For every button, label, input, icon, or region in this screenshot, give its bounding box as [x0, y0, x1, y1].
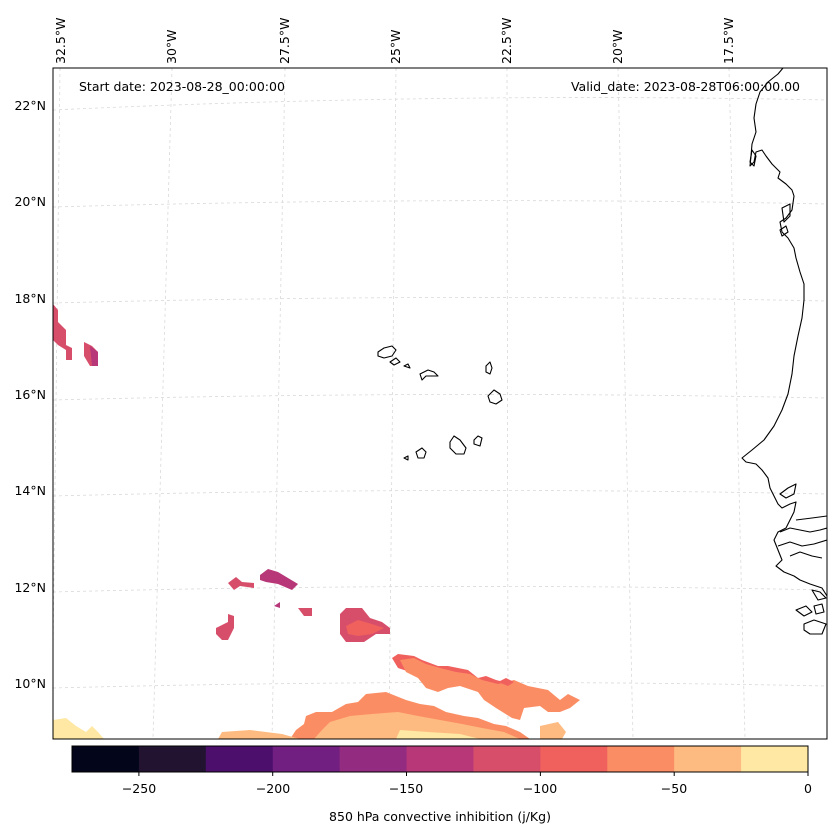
- lat-label: 14°N: [14, 483, 46, 498]
- cin-patch: [260, 569, 298, 590]
- lon-label: 32.5°W: [53, 17, 68, 64]
- coast-detail: [811, 589, 827, 601]
- colorbar-swatch: [607, 746, 675, 772]
- start-date-label: Start date: 2023-08-28_00:00:00: [79, 79, 285, 94]
- lon-label: 27.5°W: [277, 17, 292, 64]
- colorbar-frame: [71, 745, 809, 773]
- coastlines: [377, 68, 827, 635]
- colorbar-swatch: [138, 746, 207, 772]
- island: [403, 455, 409, 461]
- cin-contours: [53, 304, 580, 739]
- cin-patch: [400, 658, 580, 720]
- lon-label: 17.5°W: [721, 17, 736, 64]
- coast-detail: [781, 203, 791, 223]
- valid-date-label: Valid_date: 2023-08-28T06:00:00.00: [570, 79, 800, 94]
- cin-patch: [218, 730, 300, 739]
- map-frame: [52, 67, 828, 740]
- island: [487, 389, 503, 405]
- colorbar-swatch: [473, 746, 541, 772]
- coast-detail: [795, 605, 813, 617]
- lat-label: 18°N: [14, 291, 46, 306]
- cin-patch: [396, 730, 480, 739]
- cin-patch: [540, 722, 566, 739]
- island: [485, 361, 493, 375]
- cin-patch: [53, 304, 72, 360]
- cin-patch: [216, 614, 234, 640]
- colorbar-tick-label: −200: [255, 781, 291, 796]
- colorbar-tick-label: −150: [388, 781, 424, 796]
- colorbar-tick-marks: [138, 772, 809, 776]
- cin-patch: [90, 346, 98, 366]
- coast-detail: [813, 603, 825, 615]
- coast-detail: [803, 619, 827, 635]
- island: [449, 435, 467, 455]
- cin-patch: [228, 577, 254, 590]
- colorbar-swatch: [272, 746, 341, 772]
- island: [419, 369, 439, 381]
- lat-label: 20°N: [14, 194, 46, 209]
- colorbar-tick-label: −50: [660, 781, 688, 796]
- cin-patch: [314, 712, 520, 739]
- colorbar-tick-label: 0: [804, 781, 812, 796]
- colorbar-swatch: [72, 746, 140, 772]
- colorbar-swatch: [339, 746, 408, 772]
- colorbar-title: 850 hPa convective inhibition (j/Kg): [329, 809, 551, 824]
- lat-label: 12°N: [14, 580, 46, 595]
- island: [403, 363, 411, 369]
- colorbar-swatch: [406, 746, 474, 772]
- colorbar-swatch: [674, 746, 742, 772]
- colorbar-swatch: [540, 746, 608, 772]
- cin-patch: [274, 602, 280, 608]
- island: [377, 345, 397, 359]
- coast-detail: [749, 149, 757, 167]
- cin-patch: [498, 678, 514, 686]
- coast-detail: [779, 527, 827, 533]
- africa-coastline: [741, 68, 827, 597]
- lon-label: 22.5°W: [499, 17, 514, 64]
- cin-patch: [53, 718, 104, 739]
- map-area: [53, 68, 827, 739]
- cin-patch: [298, 608, 312, 616]
- coast-detail: [795, 515, 827, 521]
- graticule: [53, 68, 827, 739]
- lon-label: 30°W: [164, 29, 179, 64]
- coast-detail: [779, 483, 797, 499]
- colorbar-swatch: [205, 746, 274, 772]
- island: [473, 435, 483, 447]
- lon-label: 25°W: [388, 29, 403, 64]
- cin-patch: [346, 620, 384, 636]
- colorbar-tick-label: −250: [121, 781, 157, 796]
- coast-detail: [779, 225, 789, 237]
- colorbar: [72, 746, 809, 772]
- lat-label: 16°N: [14, 387, 46, 402]
- lat-label: 22°N: [14, 98, 46, 113]
- island: [415, 447, 427, 459]
- colorbar-swatch: [741, 746, 809, 772]
- coast-detail: [777, 539, 827, 547]
- lon-label: 20°W: [610, 29, 625, 64]
- colorbar-tick-label: −100: [522, 781, 558, 796]
- lat-label: 10°N: [14, 676, 46, 691]
- coast-detail: [789, 551, 823, 559]
- island: [389, 357, 401, 366]
